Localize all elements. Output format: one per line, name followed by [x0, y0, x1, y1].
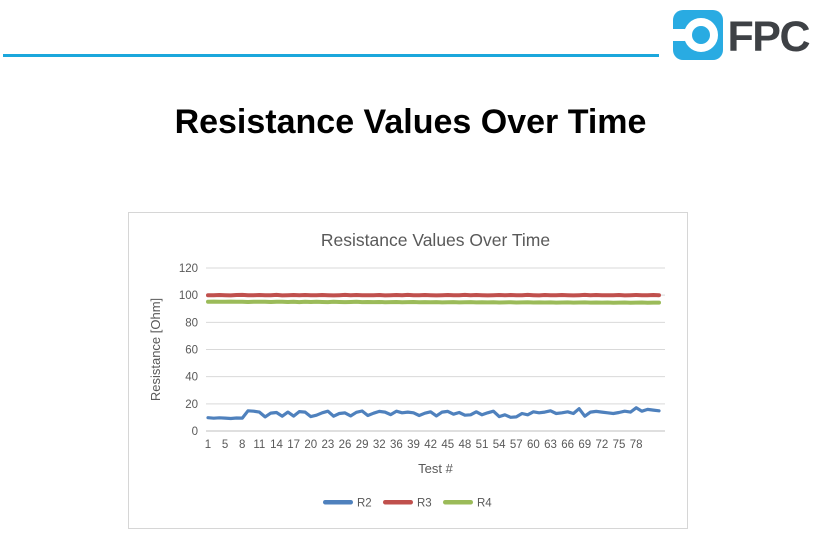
resistance-chart: 0 20 40 60 80 100 120 1 5 8 11 14 17 20 23 26 29 32 36 39 42…	[128, 212, 688, 529]
series-line-R3	[206, 292, 661, 298]
x-axis-title: Test #	[418, 461, 453, 476]
series-line-R2	[206, 406, 661, 421]
series-line-R4	[206, 299, 661, 305]
chart-title: Resistance Values Over Time	[321, 230, 550, 250]
y-tick-label: 20	[185, 399, 198, 411]
x-tick-label: 78	[630, 439, 643, 451]
x-tick-labels: 1 5 8 11 14 17 20 23 26 29 32 36 39 42 45 48 51 54 57 60 63 6…	[205, 439, 643, 451]
x-tick-label: 39	[407, 439, 420, 451]
y-tick-label: 100	[179, 290, 198, 302]
brand-text: FPC	[727, 13, 811, 61]
y-tick-label: 40	[185, 372, 198, 384]
x-tick-label: 36	[390, 439, 403, 451]
x-tick-label: 32	[373, 439, 386, 451]
legend-swatch-R3	[383, 500, 413, 505]
x-tick-label: 72	[596, 439, 609, 451]
x-tick-label: 23	[321, 439, 334, 451]
legend-swatch-R4	[443, 500, 473, 505]
x-tick-label: 45	[441, 439, 454, 451]
gridlines	[206, 267, 665, 432]
chart-svg: 0 20 40 60 80 100 120 1 5 8 11 14 17 20 23 26 29 32 36 39 42…	[148, 230, 665, 510]
x-tick-label: 51	[476, 439, 489, 451]
x-tick-label: 17	[287, 439, 300, 451]
x-tick-label: 75	[613, 439, 626, 451]
legend: R2 R3 R4	[323, 498, 492, 510]
legend-swatch-R2	[323, 500, 353, 505]
x-tick-label: 8	[239, 439, 245, 451]
x-tick-label: 42	[424, 439, 437, 451]
x-tick-label: 20	[304, 439, 317, 451]
fpc-logo: FPC	[666, 10, 811, 65]
y-tick-label: 60	[185, 345, 198, 357]
x-tick-label: 1	[205, 439, 211, 451]
page-title: Resistance Values Over Time	[174, 103, 647, 141]
header-rule	[3, 54, 659, 57]
y-tick-label: 120	[179, 263, 198, 275]
legend-label-R4: R4	[477, 498, 492, 510]
x-tick-label: 54	[493, 439, 506, 451]
x-tick-label: 11	[253, 439, 265, 451]
x-tick-label: 69	[578, 439, 591, 451]
x-tick-label: 26	[339, 439, 352, 451]
legend-label-R3: R3	[417, 498, 432, 510]
y-tick-label: 0	[192, 426, 198, 438]
y-tick-labels: 0 20 40 60 80 100 120	[179, 263, 198, 438]
x-tick-label: 66	[561, 439, 574, 451]
legend-label-R2: R2	[357, 498, 372, 510]
x-tick-label: 14	[270, 439, 283, 451]
x-tick-label: 63	[544, 439, 557, 451]
fpc-logo-icon	[666, 10, 723, 65]
x-tick-label: 57	[510, 439, 523, 451]
x-tick-label: 5	[222, 439, 228, 451]
x-tick-label: 29	[356, 439, 369, 451]
x-tick-label: 60	[527, 439, 540, 451]
y-axis-title: Resistance [Ohm]	[148, 298, 163, 401]
y-tick-label: 80	[185, 317, 198, 329]
x-tick-label: 48	[459, 439, 472, 451]
